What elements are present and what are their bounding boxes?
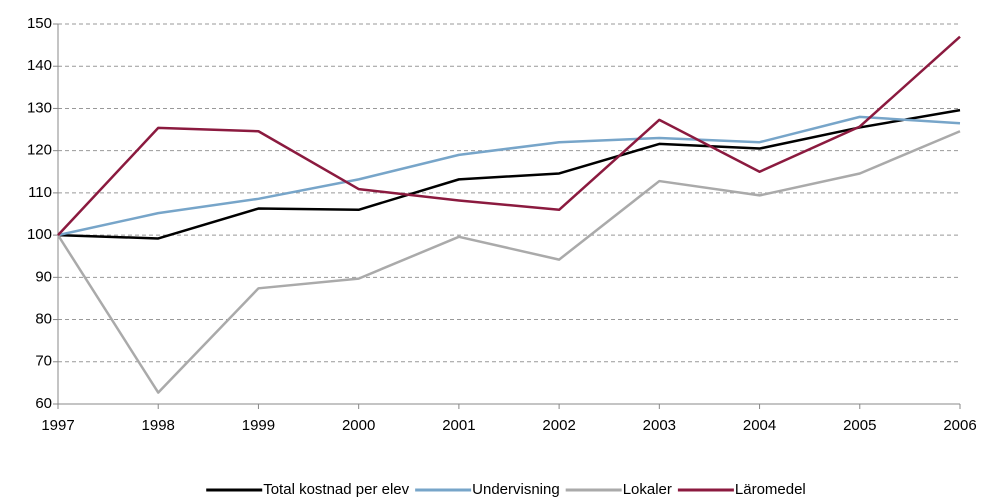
x-tick-label: 2004: [743, 417, 776, 434]
x-tick-label: 2001: [442, 417, 475, 434]
series-line: [57, 115, 961, 237]
legend-label: Läromedel: [735, 481, 806, 498]
x-tick-label: 2005: [843, 417, 876, 434]
legend-label: Undervisning: [472, 481, 560, 498]
x-tick-label: 2000: [342, 417, 375, 434]
y-tick-label: 140: [27, 57, 52, 74]
y-tick-label: 100: [27, 226, 52, 243]
y-tick-label: 60: [35, 395, 52, 412]
x-tick-label: 1999: [242, 417, 275, 434]
y-tick-label: 90: [35, 268, 52, 285]
legend-label: Total kostnad per elev: [263, 481, 409, 498]
legend: Total kostnad per elev Undervisning Lokale…: [206, 481, 806, 498]
y-tick-label: 120: [27, 142, 52, 159]
x-tick-label: 1997: [41, 417, 74, 434]
y-tick-label: 70: [35, 353, 52, 370]
legend-label: Lokaler: [623, 481, 672, 498]
y-tick-label: 110: [28, 184, 52, 201]
y-tick-label: 130: [27, 99, 52, 116]
x-tick-label: 1998: [142, 417, 175, 434]
x-tick-label: 2006: [943, 417, 976, 434]
series-line: [56, 130, 961, 394]
y-tick-label: 150: [27, 15, 52, 32]
x-tick-label: 2002: [542, 417, 575, 434]
x-tick-label: 2003: [643, 417, 676, 434]
y-tick-label: 80: [35, 311, 52, 328]
series-line: [57, 108, 961, 240]
series-line: [57, 35, 961, 236]
